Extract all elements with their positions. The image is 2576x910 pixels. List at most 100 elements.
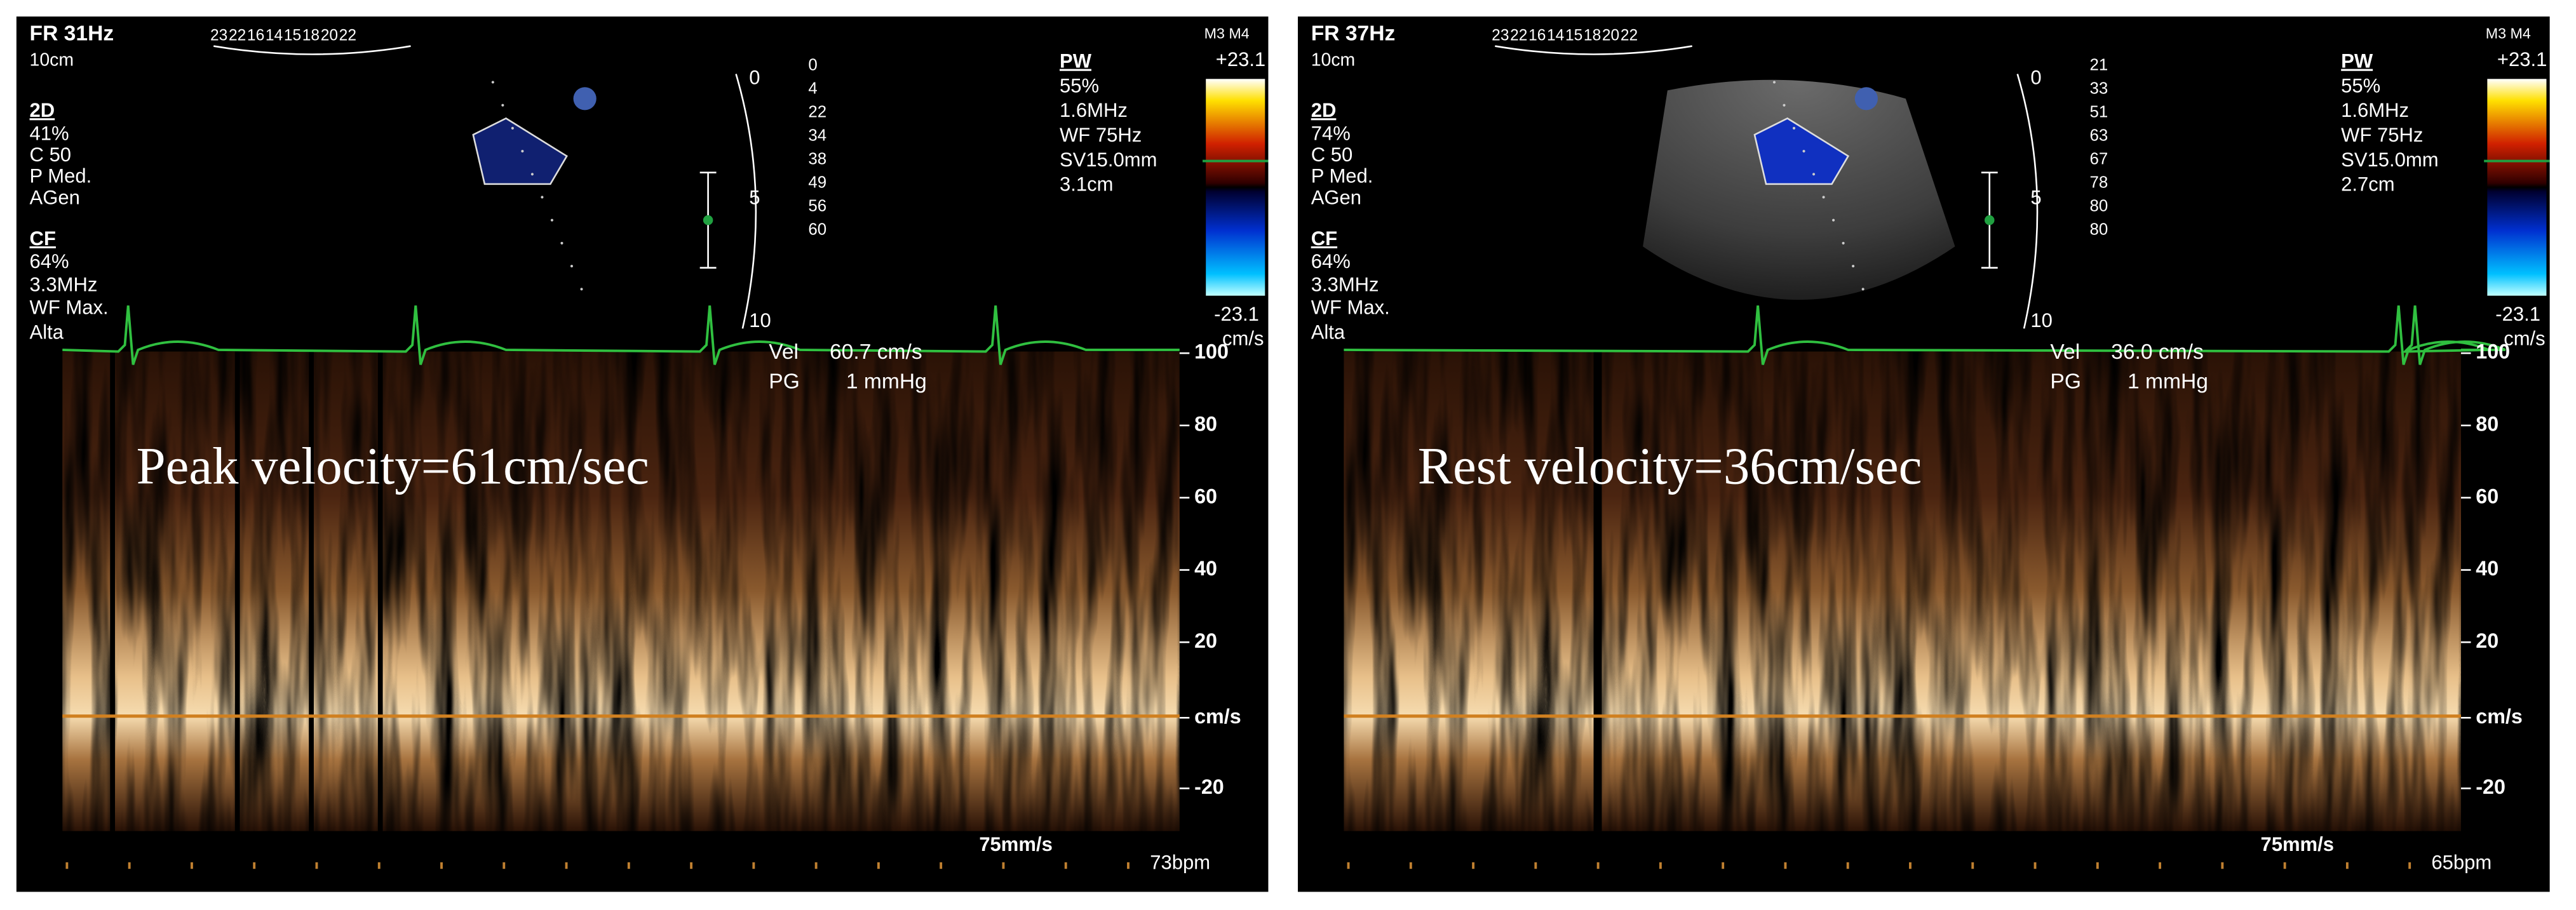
pw-param: PW	[2341, 50, 2373, 72]
time-tick	[2221, 862, 2224, 869]
time-tick	[752, 862, 755, 869]
color-bar	[1206, 79, 1265, 296]
time-tick	[253, 862, 256, 869]
imaging-param: WF Max.	[1311, 297, 1390, 319]
sweep-gap	[234, 351, 240, 831]
imaging-param: C 50	[1311, 144, 1353, 166]
frame-rate: FR 31Hz	[30, 22, 114, 45]
depth: 10cm	[1311, 50, 1356, 70]
sector-dot	[1783, 104, 1786, 107]
time-tick	[1347, 862, 1350, 869]
depth-scale-curve	[2016, 74, 2039, 329]
codes-curve	[1495, 45, 1692, 55]
color-scale-min: -23.1	[2495, 303, 2540, 325]
measurement-label: PG	[2050, 370, 2081, 394]
mode-codes: M3 M4	[2486, 25, 2531, 42]
depth-value: 63	[2090, 126, 2108, 144]
time-tick	[128, 862, 131, 869]
pw-param: 3.1cm	[1060, 173, 1113, 196]
velocity-axis-label: -20	[2476, 775, 2505, 798]
sector-dot	[501, 104, 504, 107]
measurement-value: 36.0 cm/s	[2111, 340, 2204, 364]
imaging-param: P Med.	[1311, 165, 1373, 187]
velocity-axis-label: 80	[2476, 412, 2498, 435]
time-tick	[440, 862, 443, 869]
time-tick	[190, 862, 193, 869]
imaging-param: Alta	[1311, 321, 1345, 343]
heart-rate: 65bpm	[2431, 852, 2492, 874]
time-tick	[1971, 862, 1974, 869]
depth-scale-label: 0	[2030, 66, 2041, 88]
sector-dot	[1772, 81, 1776, 84]
sector-dot	[511, 126, 514, 130]
sector-dot	[570, 265, 574, 268]
imaging-param: 3.3MHz	[1311, 273, 1379, 295]
time-tick	[2283, 862, 2286, 869]
time-tick	[565, 862, 568, 869]
time-tick	[315, 862, 318, 869]
depth-value: 78	[2090, 173, 2108, 191]
velocity-axis-label: 40	[1194, 557, 1217, 580]
imaging-param: CF	[30, 227, 56, 250]
color-scale-max: +23.1	[1216, 48, 1265, 70]
imaging-param: 74%	[1311, 122, 1351, 144]
sector-dot	[560, 241, 563, 244]
depth-value: 80	[2090, 197, 2108, 215]
velocity-axis-label: 60	[2476, 485, 2498, 507]
velocity-axis-label: 40	[2476, 557, 2498, 580]
depth-value: 67	[2090, 150, 2108, 168]
time-tick	[1534, 862, 1537, 869]
time-tick	[940, 862, 943, 869]
time-tick	[2159, 862, 2162, 869]
time-tick	[2345, 862, 2349, 869]
depth-value: 22	[808, 103, 826, 121]
imaging-param: WF Max.	[30, 297, 109, 319]
imaging-param: 2D	[30, 99, 55, 121]
time-tick	[1127, 862, 1130, 869]
color-bar	[2487, 79, 2547, 296]
color-scale-max: +23.1	[2497, 48, 2547, 70]
measurement-label: PG	[769, 370, 800, 394]
color-box	[1753, 117, 1850, 185]
sweep-gap	[110, 351, 116, 831]
mode-codes: M3 M4	[1204, 25, 1250, 42]
pw-param: WF 75Hz	[2341, 124, 2423, 146]
velocity-axis-label: 20	[2476, 629, 2498, 652]
probe-codes: 23 22 16 14 15 18 20 22	[1492, 27, 1638, 44]
time-tick	[2096, 862, 2099, 869]
depth-value: 60	[808, 220, 826, 238]
doppler-streaks	[1344, 351, 2461, 831]
velocity-axis-label: 100	[1194, 340, 1229, 363]
gate-marker	[703, 215, 713, 225]
depth-value: 0	[808, 56, 817, 74]
depth-value: 51	[2090, 103, 2108, 121]
codes-curve	[213, 45, 411, 55]
depth-value: 4	[808, 79, 817, 97]
pw-param: SV15.0mm	[2341, 149, 2438, 171]
ultrasound-panel: FR 31Hz 10cm 23 22 16 14 15 18 20 22 M3 M4 2…	[16, 17, 1269, 892]
depth-scale-label: 5	[749, 186, 760, 208]
sector-dot	[1861, 288, 1865, 291]
probe-marker	[573, 87, 597, 110]
probe-codes: 23 22 16 14 15 18 20 22	[210, 27, 356, 44]
heart-rate: 73bpm	[1150, 852, 1210, 874]
annotation: Peak velocity=61cm/sec	[137, 436, 649, 495]
imaging-param: 41%	[30, 122, 69, 144]
sector-dot	[1832, 218, 1835, 222]
depth-value: 21	[2090, 56, 2108, 74]
depth-scale-label: 10	[2030, 309, 2053, 331]
sector-dot	[1842, 241, 1845, 244]
sector-dot	[1812, 173, 1816, 176]
color-scale-unit: cm/s	[2504, 328, 2545, 350]
measurement-value: 60.7 cm/s	[830, 340, 922, 364]
depth-scale-label: 10	[749, 309, 771, 331]
time-tick	[1002, 862, 1005, 869]
imaging-param: P Med.	[30, 165, 92, 187]
color-scale-min: -23.1	[1214, 303, 1259, 325]
depth-value: 56	[808, 197, 826, 215]
sector-dot	[491, 81, 494, 84]
sweep-gap	[1593, 351, 1602, 831]
pw-param: 1.6MHz	[1060, 99, 1128, 121]
time-tick	[1846, 862, 1849, 869]
